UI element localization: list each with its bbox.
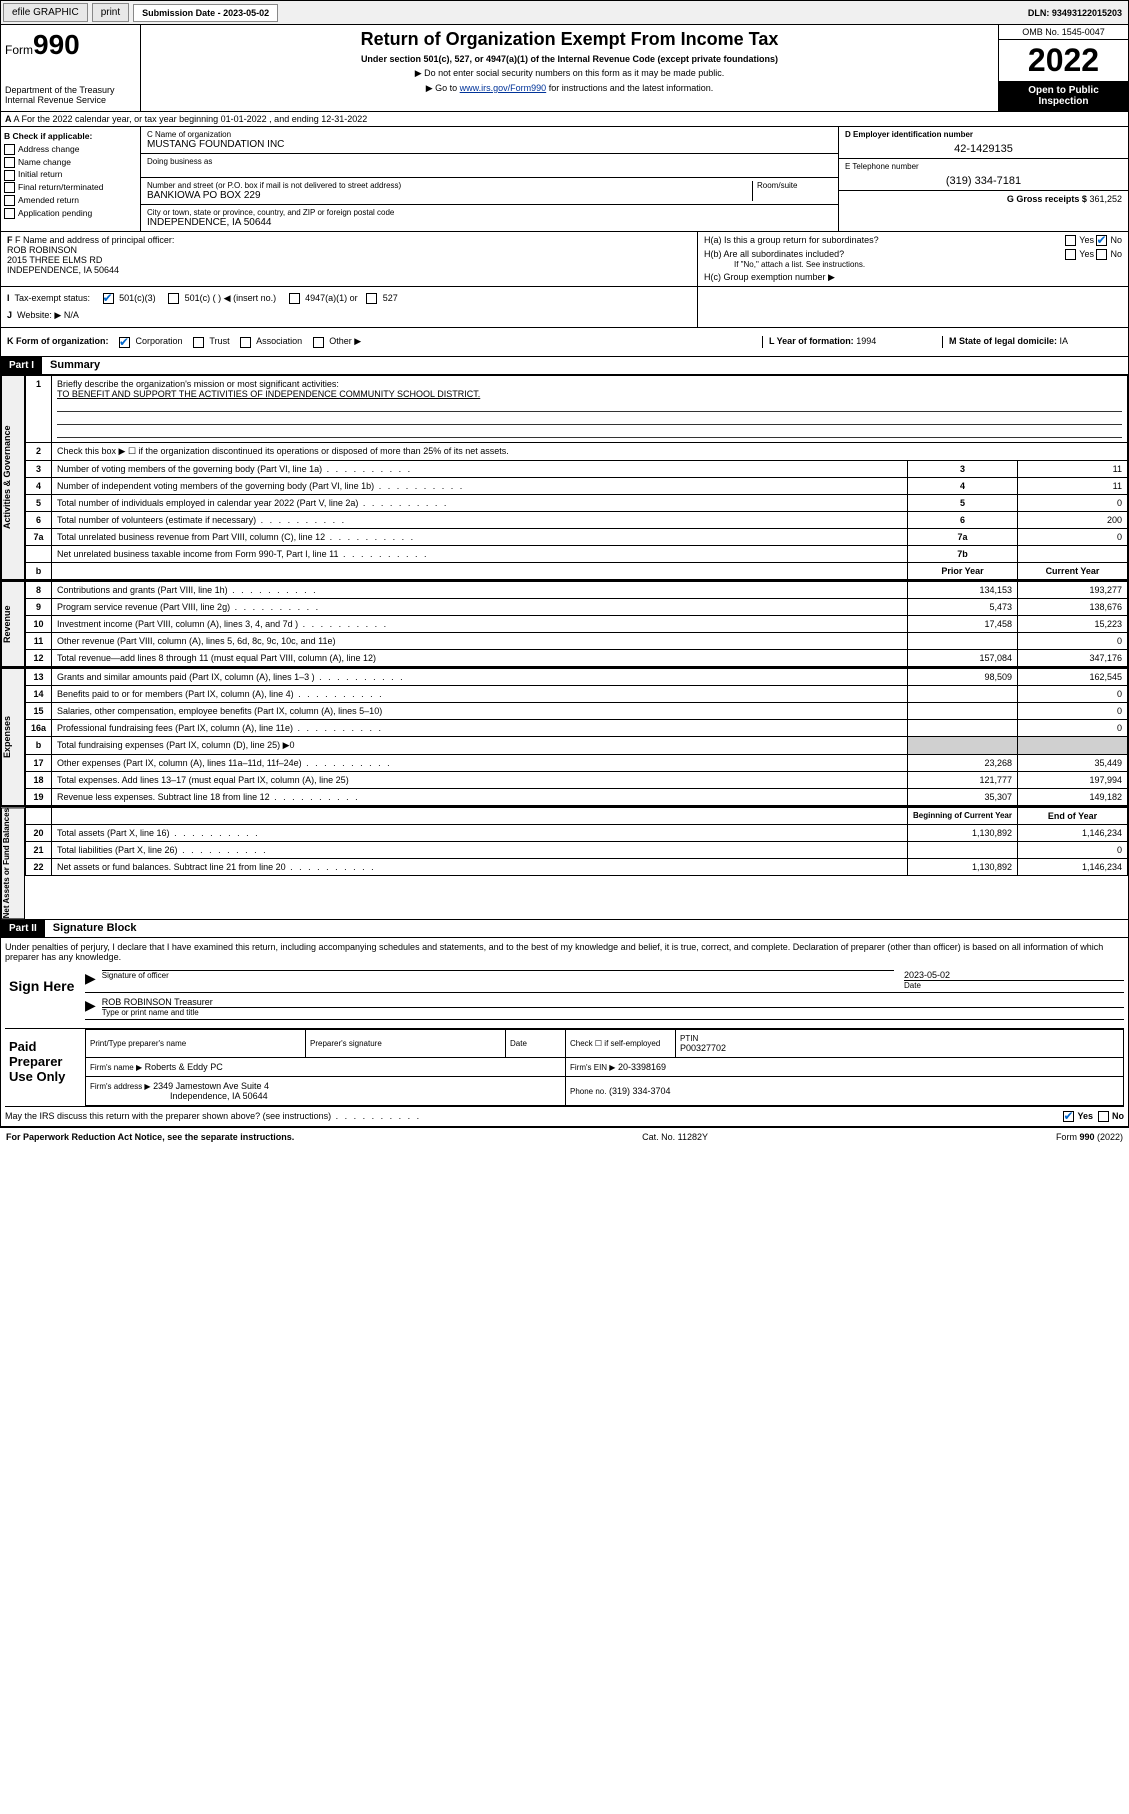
expenses-table: 13Grants and similar amounts paid (Part … (25, 668, 1128, 806)
signature-officer-label: Signature of officer (102, 970, 894, 980)
side-revenue: Revenue (1, 581, 25, 667)
submission-date: Submission Date - 2023-05-02 (133, 4, 278, 22)
netassets-table: Beginning of Current YearEnd of Year 20T… (25, 807, 1128, 876)
preparer-table: Print/Type preparer's name Preparer's si… (85, 1029, 1124, 1106)
org-name: MUSTANG FOUNDATION INC (147, 139, 832, 150)
form-title: Return of Organization Exempt From Incom… (145, 29, 994, 50)
state-domicile: M State of legal domicile: IA (942, 336, 1122, 347)
arrow-icon: ▶ (85, 997, 96, 1017)
dba-label: Doing business as (147, 157, 832, 166)
side-expenses: Expenses (1, 668, 25, 806)
summary-expenses: Expenses 13Grants and similar amounts pa… (0, 668, 1129, 807)
col-c: C Name of organization MUSTANG FOUNDATIO… (141, 127, 838, 231)
group-return: H(a) Is this a group return for subordin… (698, 232, 1128, 286)
tax-exempt-status: I Tax-exempt status: 501(c)(3) 501(c) ( … (1, 287, 698, 327)
org-name-label: C Name of organization (147, 130, 832, 139)
topbar: efile GRAPHIC print Submission Date - 20… (0, 0, 1129, 25)
cat-number: Cat. No. 11282Y (642, 1132, 708, 1142)
ein-label: D Employer identification number (845, 130, 1122, 139)
row-ij-right (698, 287, 1128, 327)
addr-label: Number and street (or P.O. box if mail i… (147, 181, 752, 190)
signature-date: 2023-05-02 (904, 970, 1124, 980)
sign-here-label: Sign Here (5, 968, 85, 1022)
side-netassets: Net Assets or Fund Balances (1, 807, 25, 919)
subtitle-2: ▶ Do not enter social security numbers o… (145, 68, 994, 79)
form-ref: Form 990 (2022) (1056, 1132, 1123, 1142)
col-d: D Employer identification number 42-1429… (838, 127, 1128, 231)
dln: DLN: 93493122015203 (1028, 8, 1126, 18)
row-ij: I Tax-exempt status: 501(c)(3) 501(c) ( … (0, 287, 1129, 328)
paid-preparer-label: Paid Preparer Use Only (5, 1029, 85, 1106)
subtitle-3: ▶ Go to www.irs.gov/Form990 for instruct… (145, 83, 994, 94)
summary-revenue: Revenue 8Contributions and grants (Part … (0, 581, 1129, 668)
print-button[interactable]: print (92, 3, 129, 22)
phone-value: (319) 334-7181 (845, 175, 1122, 187)
governance-table: 1 Briefly describe the organization's mi… (25, 375, 1128, 580)
signature-block: Under penalties of perjury, I declare th… (0, 938, 1129, 1127)
year-formation: L Year of formation: 1994 (762, 336, 942, 347)
col-b: B Check if applicable: Address change Na… (1, 127, 141, 231)
section-bcd: B Check if applicable: Address change Na… (0, 127, 1129, 232)
form-header: Form990 Department of the Treasury Inter… (0, 25, 1129, 112)
efile-button[interactable]: efile GRAPHIC (3, 3, 88, 22)
type-name-label: Type or print name and title (102, 1007, 1124, 1017)
part1-header: Part ISummary (0, 357, 1129, 375)
room-suite-label: Room/suite (752, 181, 832, 201)
paperwork-notice: For Paperwork Reduction Act Notice, see … (6, 1132, 294, 1142)
row-k: K Form of organization: Corporation Trus… (0, 328, 1129, 356)
part2-header: Part IISignature Block (0, 920, 1129, 938)
gross-receipts: 361,252 (1089, 194, 1122, 204)
row-fh: F F Name and address of principal office… (0, 232, 1129, 287)
header-right: OMB No. 1545-0047 2022 Open to Public In… (998, 25, 1128, 111)
gross-label: G Gross receipts $ (1007, 194, 1087, 204)
summary-governance: Activities & Governance 1 Briefly descri… (0, 375, 1129, 581)
dept-treasury: Department of the Treasury (5, 85, 136, 95)
ein-value: 42-1429135 (845, 143, 1122, 155)
tax-year: 2022 (999, 40, 1128, 81)
revenue-table: 8Contributions and grants (Part VIII, li… (25, 581, 1128, 667)
street-address: BANKIOWA PO BOX 229 (147, 190, 752, 201)
header-mid: Return of Organization Exempt From Incom… (141, 25, 998, 111)
phone-label: E Telephone number (845, 162, 1122, 171)
page-footer: For Paperwork Reduction Act Notice, see … (0, 1127, 1129, 1146)
side-governance: Activities & Governance (1, 375, 25, 580)
declaration-text: Under penalties of perjury, I declare th… (5, 942, 1124, 962)
form-number: Form990 (5, 29, 136, 61)
officer-name-title: ROB ROBINSON Treasurer (102, 997, 1124, 1007)
arrow-icon: ▶ (85, 970, 96, 990)
principal-officer: F F Name and address of principal office… (1, 232, 698, 286)
city-state-zip: INDEPENDENCE, IA 50644 (147, 217, 832, 228)
form-of-org: K Form of organization: Corporation Trus… (7, 336, 762, 347)
omb-number: OMB No. 1545-0047 (999, 25, 1128, 40)
may-irs-discuss: May the IRS discuss this return with the… (5, 1111, 421, 1121)
date-label: Date (904, 980, 1124, 990)
open-public-badge: Open to Public Inspection (999, 81, 1128, 111)
row-a: A A For the 2022 calendar year, or tax y… (0, 112, 1129, 127)
header-left: Form990 Department of the Treasury Inter… (1, 25, 141, 111)
city-label: City or town, state or province, country… (147, 208, 832, 217)
irs-label: Internal Revenue Service (5, 95, 136, 105)
irs-link[interactable]: www.irs.gov/Form990 (460, 83, 547, 93)
subtitle-1: Under section 501(c), 527, or 4947(a)(1)… (145, 54, 994, 64)
summary-netassets: Net Assets or Fund Balances Beginning of… (0, 807, 1129, 920)
